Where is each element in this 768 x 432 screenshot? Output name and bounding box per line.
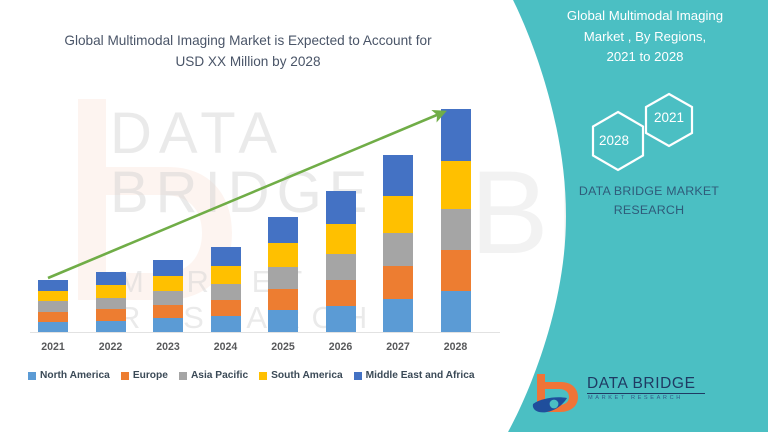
- legend-swatch-icon: [120, 371, 129, 380]
- bar-segment: [440, 209, 471, 251]
- bar-segment: [153, 291, 183, 305]
- bar-segment: [268, 243, 298, 268]
- bar-segment: [95, 271, 126, 286]
- hexagon-shapes-icon: [591, 92, 694, 172]
- bar-segment: [325, 190, 356, 224]
- panel-brand-line-2: RESEARCH: [613, 203, 685, 217]
- legend-item[interactable]: North America: [28, 370, 110, 381]
- legend-swatch-icon: [353, 371, 362, 380]
- company-logo: DATA BRIDGE MARKET RESEARCH: [531, 372, 741, 420]
- headline-line-1: Global Multimodal Imaging Market is Expe…: [64, 33, 432, 48]
- bar-segment: [325, 253, 356, 280]
- data-bridge-mark-icon: [532, 374, 578, 413]
- chart-legend: North America Europe Asia Pacific South Ame…: [28, 370, 494, 381]
- hexagon-label-2021: 2021: [654, 110, 685, 125]
- bar-segment: [268, 217, 298, 244]
- bar-segment: [268, 310, 298, 332]
- page-title: Global Multimodal Imaging Market is Expe…: [22, 30, 474, 72]
- bar-segment: [95, 320, 126, 332]
- bar-segment: [383, 195, 413, 234]
- panel-title-line-1: Global Multimodal Imaging: [566, 8, 724, 23]
- bar-segment: [38, 301, 68, 312]
- bar-segment: [153, 260, 183, 277]
- bar-2024: [210, 246, 241, 332]
- bar-segment: [383, 266, 413, 300]
- bar-segment: [325, 305, 356, 332]
- legend-label: North America: [40, 370, 110, 381]
- chart-axis-line: [30, 332, 500, 333]
- x-axis-label-2025: 2025: [271, 341, 295, 353]
- bar-segment: [268, 267, 298, 289]
- x-axis-label-2024: 2024: [213, 341, 238, 353]
- x-axis-label-2022: 2022: [98, 341, 123, 353]
- x-axis-label-2026: 2026: [328, 341, 353, 353]
- bar-segment: [210, 316, 241, 332]
- hexagon-label-2028: 2028: [599, 133, 630, 148]
- legend-item[interactable]: South America: [259, 370, 343, 381]
- x-axis-label-2021: 2021: [41, 341, 65, 353]
- bar-segment: [383, 299, 413, 332]
- bar-segment: [95, 285, 126, 298]
- headline-line-2: USD XX Million by 2028: [175, 54, 321, 69]
- x-axis-label-2027: 2027: [386, 341, 410, 353]
- panel-title-line-3: 2021 to 2028: [606, 49, 684, 64]
- legend-label: Asia Pacific: [190, 370, 249, 381]
- bar-segment: [440, 291, 471, 332]
- panel-brand-text: DATA BRIDGE MARKET RESEARCH: [551, 182, 747, 220]
- legend-item[interactable]: Middle East and Africa: [353, 370, 475, 381]
- legend-label: Europe: [132, 370, 168, 381]
- x-axis-labels: 2021 2022 2023 2024 2025 2026 2027 2028: [0, 341, 520, 361]
- bar-segment: [440, 250, 471, 292]
- legend-swatch-icon: [178, 371, 187, 380]
- bar-segment: [38, 321, 68, 332]
- panel-title-line-2: Market , By Regions,: [583, 28, 707, 44]
- legend-swatch-icon: [259, 371, 268, 380]
- legend-item[interactable]: Europe: [120, 370, 168, 381]
- growth-arrow-icon: [47, 109, 447, 280]
- bar-2026: [325, 190, 356, 332]
- bar-segment: [325, 279, 356, 306]
- x-axis-label-2028: 2028: [443, 341, 468, 353]
- panel-title: Global Multimodal Imaging Market , By Re…: [531, 6, 759, 68]
- bar-segment: [210, 246, 241, 267]
- bar-segment: [153, 318, 183, 332]
- bar-segment: [268, 288, 298, 311]
- bar-2025: [268, 217, 298, 332]
- bar-segment: [95, 297, 126, 310]
- bar-segment: [383, 154, 413, 196]
- bar-segment: [95, 309, 126, 321]
- legend-label: Middle East and Africa: [365, 370, 475, 381]
- bar-segment: [38, 311, 68, 322]
- bar-2027: [383, 154, 413, 332]
- legend-label: South America: [271, 370, 343, 381]
- bar-segment: [383, 233, 413, 267]
- bar-2023: [153, 260, 183, 332]
- logo-divider: [587, 393, 705, 394]
- legend-swatch-icon: [28, 371, 36, 380]
- bar-2022: [95, 271, 126, 332]
- bar-segment: [210, 300, 241, 317]
- bar-segment: [153, 304, 183, 319]
- bar-segment: [440, 161, 471, 210]
- bar-segment: [38, 279, 68, 292]
- bar-segment: [325, 223, 356, 254]
- bar-segment: [153, 276, 183, 292]
- x-axis-label-2023: 2023: [156, 341, 180, 353]
- bar-chart-plot-area: [38, 109, 471, 332]
- bar-2021: [38, 279, 68, 332]
- bar-segment: [38, 291, 68, 302]
- bar-segment: [210, 266, 241, 285]
- bar-segment: [210, 284, 241, 301]
- logo-name: DATA BRIDGE: [587, 375, 696, 392]
- legend-item[interactable]: Asia Pacific: [178, 370, 249, 381]
- logo-tagline: MARKET RESEARCH: [588, 395, 683, 401]
- panel-brand-line-1: DATA BRIDGE MARKET: [578, 184, 720, 198]
- hexagon-group: 2021 2028: [566, 88, 716, 178]
